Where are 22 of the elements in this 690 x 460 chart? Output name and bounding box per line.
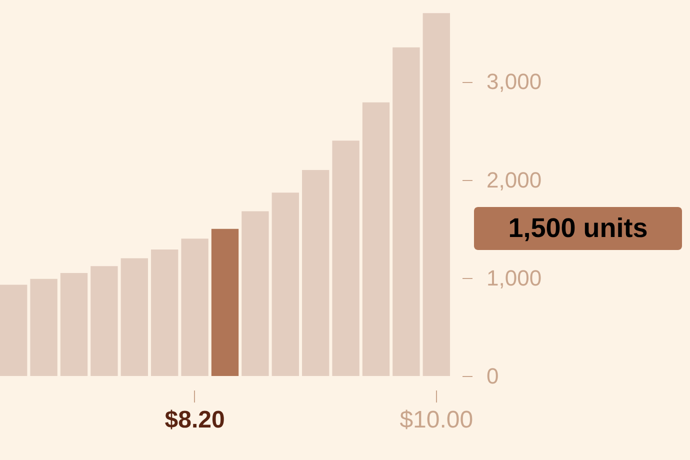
bar (392, 47, 420, 376)
bar (332, 140, 360, 376)
bar (30, 278, 58, 376)
bar (302, 170, 330, 376)
y-tick-label: 3,000 (486, 69, 542, 94)
x-tick-label: $10.00 (400, 406, 474, 434)
bar (272, 192, 299, 376)
bar (60, 273, 88, 376)
y-tick-label: 0 (486, 364, 499, 388)
x-tick-label: $8.20 (164, 406, 225, 434)
bar (0, 284, 28, 376)
y-tick-label: 2,000 (486, 167, 542, 192)
text: 1,500 units (508, 213, 648, 243)
y-tick-label: 1,000 (486, 265, 542, 290)
bar (151, 249, 178, 376)
bar (362, 102, 390, 376)
bar (90, 266, 118, 376)
bar (181, 238, 208, 376)
bar (422, 13, 450, 376)
bar (242, 211, 269, 376)
bar (211, 228, 239, 376)
bar (120, 258, 148, 376)
